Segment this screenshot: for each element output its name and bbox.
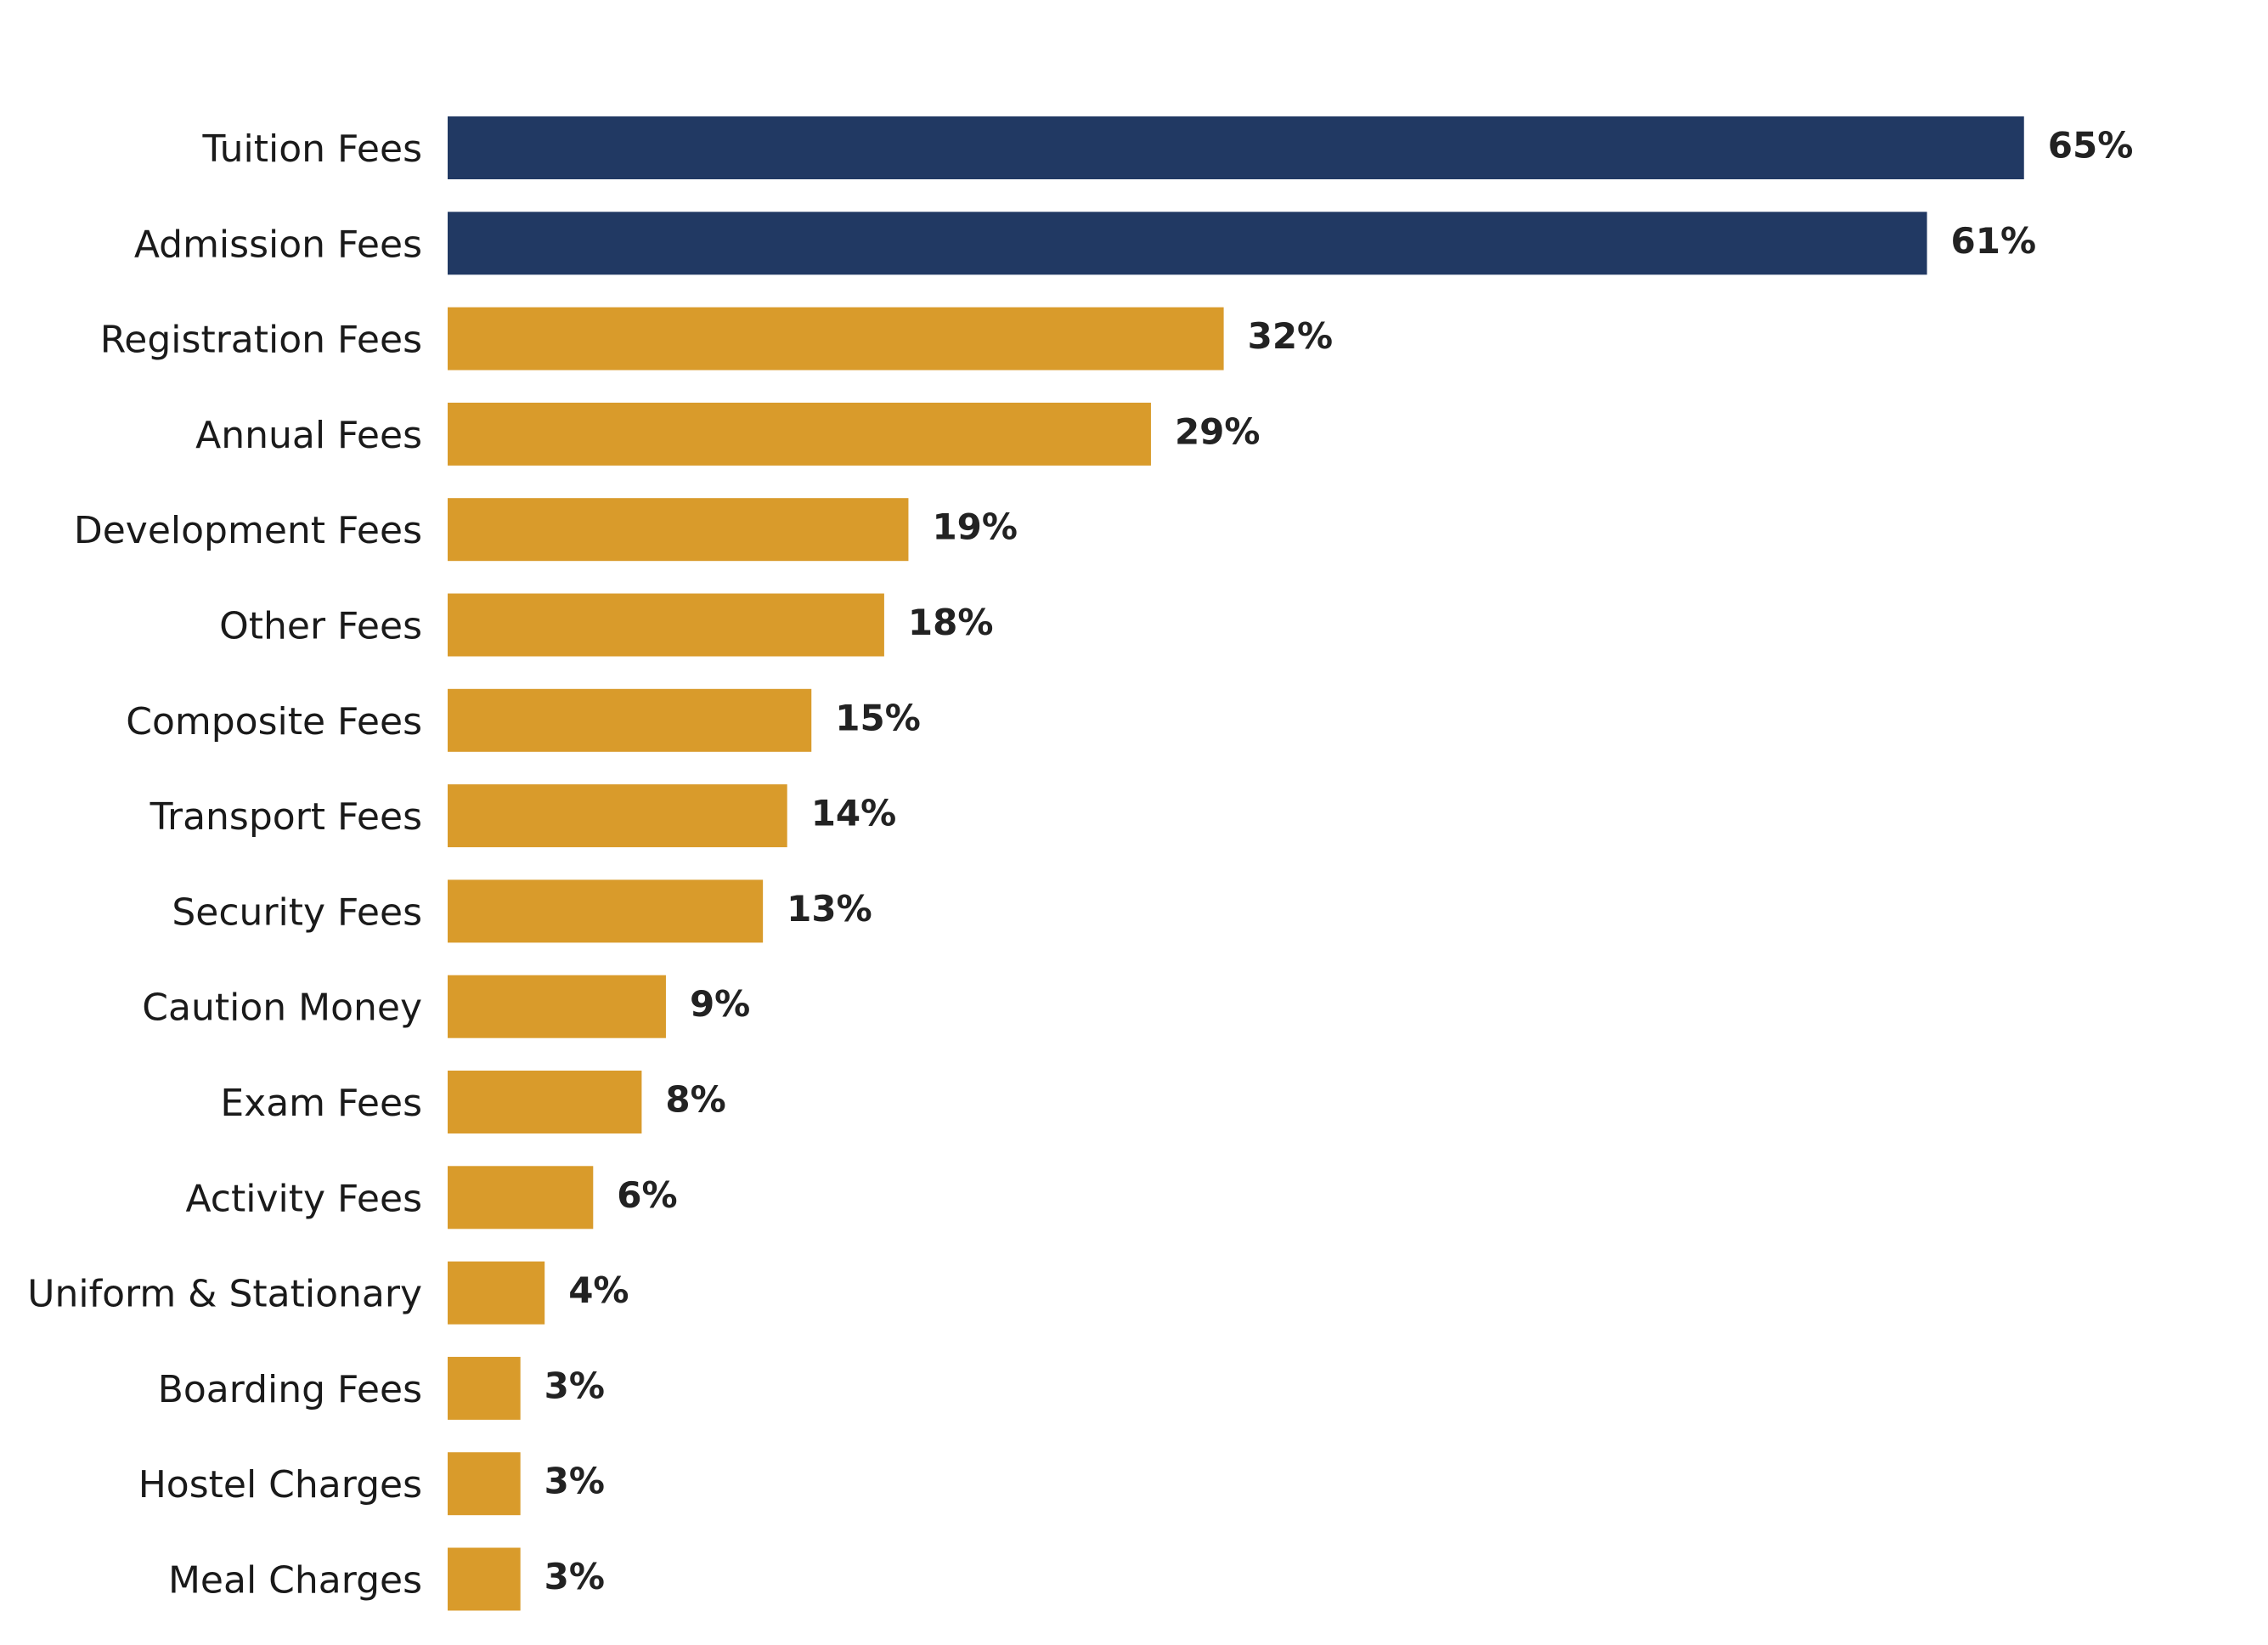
bar-meal-charges <box>448 1547 521 1611</box>
category-label-boarding-fees: Boarding Fees <box>158 1368 422 1411</box>
category-label-activity-fees: Activity Fees <box>185 1177 422 1220</box>
category-label-exam-fees: Exam Fees <box>220 1082 422 1125</box>
bar-annual-fees <box>448 402 1151 466</box>
value-label-annual-fees: 29% <box>1175 410 1261 452</box>
value-label-composite-fees: 15% <box>835 697 921 738</box>
value-label-uniform-and-stationary: 4% <box>568 1269 629 1311</box>
category-label-transport-fees: Transport Fees <box>150 795 422 839</box>
value-label-hostel-charges: 3% <box>544 1461 605 1502</box>
value-label-other-fees: 18% <box>908 602 994 643</box>
category-label-hostel-charges: Hostel Charges <box>138 1463 422 1507</box>
category-label-composite-fees: Composite Fees <box>126 700 422 743</box>
value-label-boarding-fees: 3% <box>544 1365 605 1406</box>
value-label-transport-fees: 14% <box>811 793 897 834</box>
value-label-caution-money: 9% <box>690 983 750 1025</box>
value-label-registration-fees: 32% <box>1248 315 1334 357</box>
category-label-development-fees: Development Fees <box>74 509 422 552</box>
value-label-exam-fees: 8% <box>665 1079 725 1121</box>
value-label-development-fees: 19% <box>932 506 1018 548</box>
bar-registration-fees <box>448 307 1224 370</box>
bar-activity-fees <box>448 1166 594 1230</box>
category-label-tuition-fees: Tuition Fees <box>201 127 422 171</box>
bar-tuition-fees <box>448 116 2024 179</box>
category-label-security-fees: Security Fees <box>172 890 422 934</box>
category-label-meal-charges: Meal Charges <box>168 1559 422 1603</box>
category-label-annual-fees: Annual Fees <box>195 414 422 457</box>
bar-boarding-fees <box>448 1356 521 1420</box>
bar-transport-fees <box>448 784 787 848</box>
value-label-security-fees: 13% <box>787 888 872 930</box>
value-label-tuition-fees: 65% <box>2048 125 2134 167</box>
bar-other-fees <box>448 593 884 657</box>
category-label-uniform-and-stationary: Uniform & Stationary <box>27 1273 422 1316</box>
bar-uniform-and-stationary <box>448 1261 545 1325</box>
category-label-admission-fees: Admission Fees <box>134 223 422 266</box>
category-label-registration-fees: Registration Fees <box>100 319 422 362</box>
value-label-meal-charges: 3% <box>544 1556 605 1597</box>
category-label-other-fees: Other Fees <box>219 605 422 648</box>
value-label-activity-fees: 6% <box>617 1174 677 1216</box>
category-label-caution-money: Caution Money <box>142 986 422 1030</box>
bars <box>448 116 2024 1611</box>
value-labels: 65% 61% 32% 29% 19% 18% 15% 14% 13% 9% 8% 6% 4% 3% 3% 3… <box>544 125 2134 1598</box>
bar-composite-fees <box>448 688 812 752</box>
value-label-admission-fees: 61% <box>1951 220 2037 262</box>
bar-admission-fees <box>448 212 1927 275</box>
bar-caution-money <box>448 975 666 1038</box>
bar-development-fees <box>448 498 909 562</box>
bar-security-fees <box>448 879 764 943</box>
category-labels: Tuition Fees Admission Fees Registration F… <box>27 127 422 1603</box>
bar-hostel-charges <box>448 1452 521 1516</box>
bar-exam-fees <box>448 1071 642 1133</box>
